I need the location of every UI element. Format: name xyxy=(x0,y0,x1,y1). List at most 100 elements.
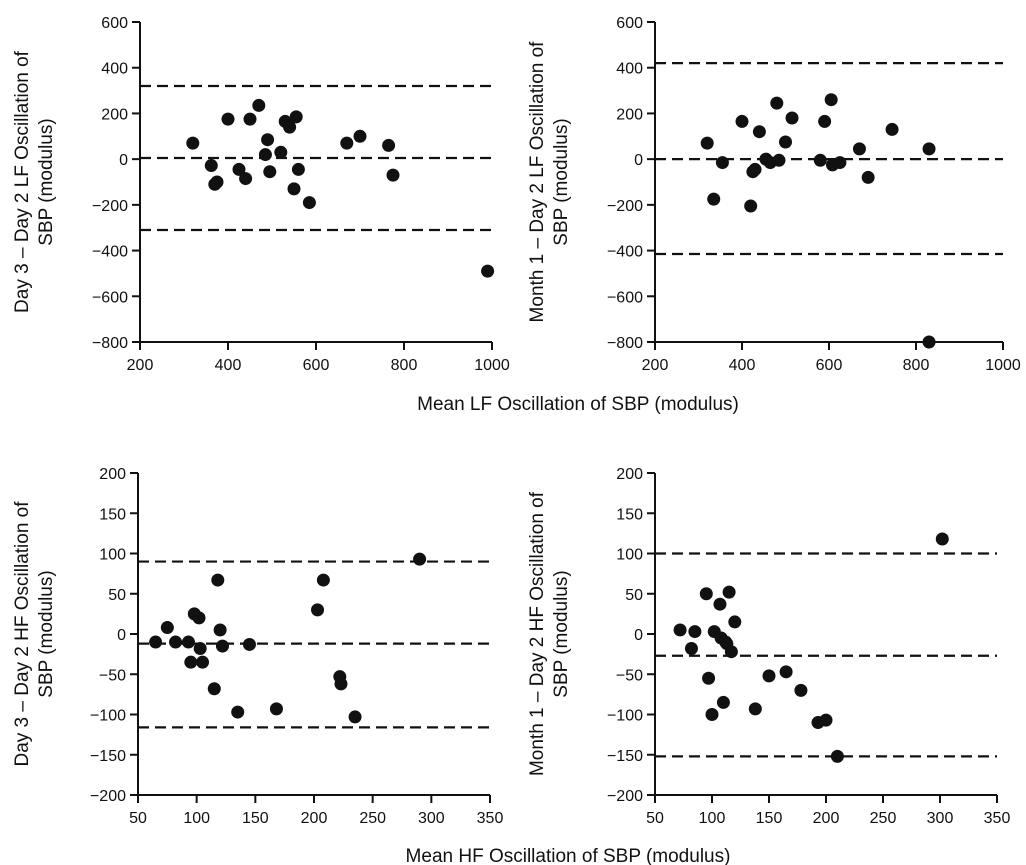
data-point xyxy=(935,532,949,546)
y-axis-label-line2: SBP (modulus) xyxy=(36,118,57,245)
x-tick-label: 350 xyxy=(477,810,504,827)
data-point xyxy=(316,573,330,587)
y-tick-label: −200 xyxy=(92,198,128,215)
data-point xyxy=(779,135,792,149)
y-tick-label: 150 xyxy=(616,506,643,523)
y-tick-label: 600 xyxy=(616,15,643,32)
y-tick-label: 200 xyxy=(616,466,643,483)
data-point xyxy=(311,603,325,617)
y-tick-label: −100 xyxy=(90,708,126,725)
data-point xyxy=(258,148,272,162)
y-axis-label-line1: Day 3 – Day 2 LF Oscillation of xyxy=(12,50,33,313)
data-point xyxy=(728,615,742,629)
data-point xyxy=(210,175,224,189)
data-point xyxy=(684,641,698,655)
x-tick-label: 150 xyxy=(242,810,269,827)
data-point xyxy=(752,125,766,139)
data-point xyxy=(688,625,702,639)
data-point xyxy=(785,111,799,125)
y-tick-label: 0 xyxy=(117,627,126,644)
x-tick-label: 100 xyxy=(699,810,726,827)
data-point xyxy=(702,671,716,685)
x-tick-label: 200 xyxy=(301,810,328,827)
data-point xyxy=(833,156,847,170)
y-tick-label: 200 xyxy=(616,106,643,123)
x-tick-label: 50 xyxy=(646,810,664,827)
chart-top-right: −800 −600 −400 −200 0 200 400 600 200 400 600 800 10… xyxy=(527,15,1021,374)
data-point xyxy=(794,683,808,697)
data-point xyxy=(239,172,253,186)
x-tick-label: 200 xyxy=(813,810,840,827)
data-point xyxy=(302,196,316,210)
chart-bottom-right: −200 −150 −100 −50 0 50 100 150 200 50 100 150 200 25… xyxy=(527,466,1010,827)
data-point xyxy=(713,597,727,611)
data-point xyxy=(922,142,936,156)
data-point xyxy=(770,96,784,110)
data-point xyxy=(700,136,714,150)
data-point xyxy=(263,165,277,179)
data-point xyxy=(334,677,348,691)
data-point xyxy=(243,112,257,126)
x-tick-label: 1000 xyxy=(985,357,1021,374)
data-point xyxy=(748,702,762,716)
y-tick-label: 600 xyxy=(101,15,128,32)
y-axis-label-line2: SBP (modulus) xyxy=(36,570,57,697)
data-point xyxy=(215,639,229,653)
data-point xyxy=(283,120,297,134)
y-tick-label: −600 xyxy=(607,289,643,306)
data-point xyxy=(813,153,827,167)
x-tick-label: 600 xyxy=(303,357,330,374)
data-point xyxy=(213,623,227,637)
x-tick-label: 200 xyxy=(642,357,669,374)
chart-bottom-left: −200 −150 −100 −50 0 50 100 150 200 50 100 150 200 25… xyxy=(12,466,503,827)
data-point xyxy=(724,645,738,659)
data-point xyxy=(340,136,354,150)
data-point xyxy=(169,635,183,649)
y-tick-label: 400 xyxy=(616,61,643,78)
data-point xyxy=(274,145,288,159)
data-point xyxy=(252,98,266,112)
data-point xyxy=(481,264,495,278)
data-point xyxy=(221,112,235,126)
data-point xyxy=(705,708,719,721)
data-point xyxy=(762,669,776,683)
data-point xyxy=(289,110,303,124)
data-point xyxy=(192,611,206,625)
x-tick-label: 350 xyxy=(984,810,1011,827)
top-x-axis-label: Mean LF Oscillation of SBP (modulus) xyxy=(417,394,739,415)
data-point xyxy=(673,623,687,637)
x-tick-label: 800 xyxy=(391,357,418,374)
data-point xyxy=(231,705,245,719)
x-tick-label: 50 xyxy=(129,810,147,827)
data-point xyxy=(382,138,396,152)
y-tick-label: −50 xyxy=(99,667,126,684)
data-point xyxy=(207,682,221,696)
x-tick-label: 200 xyxy=(127,357,154,374)
y-tick-label: −800 xyxy=(92,335,128,352)
data-point xyxy=(242,637,256,651)
data-point xyxy=(748,162,762,176)
y-tick-label: 0 xyxy=(119,152,128,169)
chart-top-left: −800 −600 −400 −200 0 200 400 600 200 400 600 800 10… xyxy=(12,15,510,374)
data-point xyxy=(149,635,163,649)
y-tick-label: −50 xyxy=(616,667,643,684)
y-tick-label: 50 xyxy=(108,587,126,604)
data-point xyxy=(261,133,275,147)
x-tick-label: 300 xyxy=(927,810,954,827)
bottom-x-axis-label: Mean HF Oscillation of SBP (modulus) xyxy=(406,846,731,865)
data-point xyxy=(353,129,367,143)
x-tick-label: 400 xyxy=(215,357,242,374)
x-tick-label: 400 xyxy=(729,357,756,374)
data-point xyxy=(922,335,936,349)
y-tick-label: 200 xyxy=(101,106,128,123)
y-axis-label-line2: SBP (modulus) xyxy=(551,118,572,245)
y-axis-label-line1: Day 3 – Day 2 HF Oscillation of xyxy=(12,501,33,767)
data-point xyxy=(722,585,736,599)
data-point xyxy=(861,170,875,184)
y-axis-label-line1: Month 1 – Day 2 HF Oscillation of xyxy=(527,491,548,776)
y-tick-label: 150 xyxy=(99,506,126,523)
data-point xyxy=(291,162,305,176)
data-point xyxy=(181,635,195,649)
x-tick-label: 600 xyxy=(816,357,843,374)
